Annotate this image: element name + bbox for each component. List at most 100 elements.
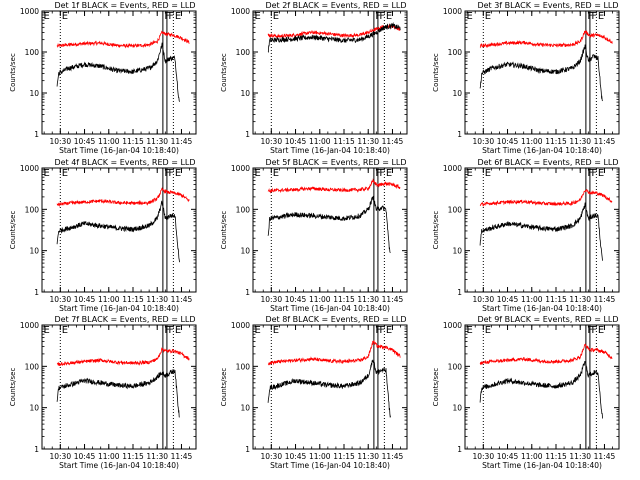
y-axis-label: Counts/sec [432, 368, 440, 407]
events-series-line [479, 44, 603, 102]
plot-frame [252, 10, 408, 135]
y-tick-label: 100 [25, 362, 40, 371]
x-tick-label: 11:30 [569, 137, 591, 146]
plot-frame [464, 167, 620, 293]
x-tick-label: 10:45 [74, 137, 96, 146]
panel-2: Det 2f BLACK = Events, RED = LLD 1 10 100 10… [220, 1, 408, 155]
y-tick-label: 10 [240, 247, 250, 256]
lld-series-line [479, 188, 613, 207]
x-tick-label: 10:30 [49, 295, 71, 304]
y-axis-label: Counts/sec [9, 368, 17, 407]
lld-series-line [56, 347, 190, 367]
x-tick-label: 10:30 [260, 452, 282, 461]
panel-8: Det 8f BLACK = Events, RED = LLD 1 10 100 10… [220, 315, 408, 470]
marker-label: E [44, 11, 50, 22]
x-tick-label: 10:45 [74, 452, 96, 461]
marker-label: E [44, 168, 50, 179]
y-tick-label: 1 [457, 288, 462, 297]
y-tick-label: 1 [34, 445, 39, 454]
x-tick-label: 10:45 [497, 452, 519, 461]
plot-frame [41, 10, 197, 135]
x-tick-label: 10:45 [285, 295, 307, 304]
panel-5: Det 5f BLACK = Events, RED = LLD 1 10 100 10… [220, 158, 408, 313]
marker-label: E [598, 168, 604, 179]
plot-frame [252, 324, 408, 450]
marker-label: E [62, 11, 68, 22]
y-axis-label: Counts/sec [432, 53, 440, 92]
panel-title: Det 5f BLACK = Events, RED = LLD [265, 158, 406, 167]
marker-label: E [598, 11, 604, 22]
marker-label: F [379, 325, 385, 336]
x-tick-label: 11:15 [122, 137, 144, 146]
panel-title: Det 3f BLACK = Events, RED = LLD [477, 1, 618, 10]
y-tick-label: 100 [448, 362, 463, 371]
x-tick-label: 11:00 [98, 452, 120, 461]
y-axis-label: Counts/sec [9, 53, 17, 92]
panel-title: Det 4f BLACK = Events, RED = LLD [54, 158, 195, 167]
y-tick-label: 1 [457, 445, 462, 454]
marker-label: F [168, 325, 174, 336]
x-tick-label: 10:45 [285, 452, 307, 461]
panel-title: Det 6f BLACK = Events, RED = LLD [477, 158, 618, 167]
marker-label: E [467, 168, 473, 179]
marker-label: E [485, 325, 491, 336]
x-tick-label: 11:00 [309, 137, 331, 146]
x-tick-label: 11:30 [357, 452, 379, 461]
x-tick-label: 11:30 [357, 295, 379, 304]
marker-label: E [386, 325, 392, 336]
x-tick-label: 10:30 [49, 452, 71, 461]
x-axis-label: Start Time (16-Jan-04 10:18:40) [482, 304, 602, 313]
x-tick-label: 11:00 [309, 295, 331, 304]
panel-7: Det 7f BLACK = Events, RED = LLD 1 10 100 10… [9, 315, 197, 470]
y-tick-label: 1000 [443, 164, 462, 173]
x-tick-label: 11:15 [333, 137, 355, 146]
y-axis-label: Counts/sec [220, 53, 228, 92]
events-series-line [479, 202, 603, 261]
marker-label: E [485, 168, 491, 179]
x-tick-label: 10:45 [285, 137, 307, 146]
x-tick-label: 11:00 [309, 452, 331, 461]
y-tick-label: 1000 [231, 164, 250, 173]
x-tick-label: 11:30 [146, 452, 168, 461]
y-tick-label: 1000 [20, 164, 39, 173]
y-tick-label: 1 [457, 130, 462, 139]
y-tick-label: 10 [452, 404, 462, 413]
marker-label: E [273, 325, 279, 336]
y-tick-label: 1000 [231, 7, 250, 16]
y-tick-label: 10 [240, 89, 250, 98]
marker-label: E [386, 11, 392, 22]
x-tick-label: 11:45 [171, 137, 193, 146]
marker-label: E [255, 325, 261, 336]
marker-label: E [62, 168, 68, 179]
x-tick-label: 11:15 [122, 295, 144, 304]
y-axis-label: Counts/sec [220, 368, 228, 407]
lld-series-line [479, 30, 613, 49]
y-tick-label: 100 [236, 205, 251, 214]
panel-6: Det 6f BLACK = Events, RED = LLD 1 10 100 10… [432, 158, 620, 313]
y-tick-label: 10 [29, 89, 39, 98]
y-tick-label: 100 [448, 205, 463, 214]
marker-label: E [386, 168, 392, 179]
x-tick-label: 11:00 [98, 137, 120, 146]
panel-title: Det 1f BLACK = Events, RED = LLD [54, 1, 195, 10]
x-tick-label: 11:00 [521, 137, 543, 146]
y-tick-label: 100 [236, 48, 251, 57]
y-tick-label: 100 [25, 205, 40, 214]
events-series-line [479, 361, 603, 419]
marker-label: F [379, 11, 385, 22]
x-axis-label: Start Time (16-Jan-04 10:18:40) [59, 461, 179, 470]
x-axis-label: Start Time (16-Jan-04 10:18:40) [270, 461, 390, 470]
x-tick-label: 11:45 [594, 137, 616, 146]
x-tick-label: 10:30 [260, 137, 282, 146]
x-tick-label: 11:15 [333, 452, 355, 461]
marker-label: F [591, 168, 597, 179]
y-tick-label: 100 [448, 48, 463, 57]
x-axis-label: Start Time (16-Jan-04 10:18:40) [270, 146, 390, 155]
y-tick-label: 100 [25, 48, 40, 57]
y-axis-label: Counts/sec [432, 211, 440, 250]
marker-label: E [175, 168, 181, 179]
marker-label: E [485, 11, 491, 22]
x-tick-label: 10:30 [472, 137, 494, 146]
y-tick-label: 1 [34, 130, 39, 139]
